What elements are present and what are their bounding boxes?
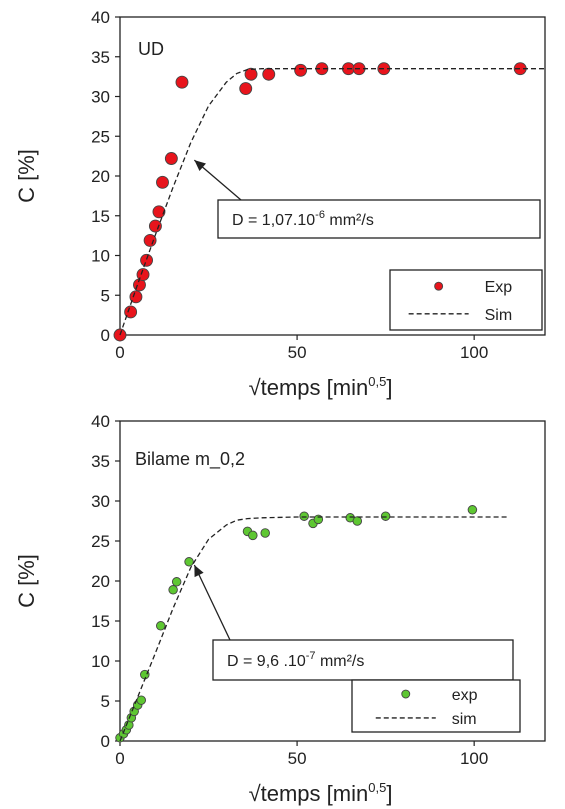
y-tick-label: 20	[91, 167, 110, 186]
chart-panel-bilame: 0 5 10 15 20 25 30 35 40 0 50 100 √temps [min0,5] C […	[14, 412, 546, 806]
x-tick-label: 50	[288, 749, 307, 768]
annot-main: D = 1,07.10	[232, 212, 315, 229]
data-point	[140, 253, 154, 267]
y-tick-label: 15	[91, 612, 110, 631]
data-point	[467, 505, 478, 515]
x-axis-title-sup: 0,5	[368, 374, 386, 389]
x-tick-label: 0	[115, 343, 124, 362]
y-tick-label: 25	[91, 532, 110, 551]
data-point	[380, 511, 391, 521]
data-point	[129, 290, 143, 304]
y-tick-label: 30	[91, 492, 110, 511]
y-tick-label: 5	[101, 286, 110, 305]
data-point	[164, 152, 178, 165]
annot-sup: -7	[306, 650, 316, 662]
data-point	[352, 516, 363, 526]
data-point	[299, 511, 309, 521]
data-point	[152, 205, 166, 219]
data-point	[239, 82, 253, 96]
x-tick-label: 100	[460, 343, 488, 362]
panel-label: UD	[138, 39, 164, 59]
diffusion-coefficient-label: D = 1,07.10-6 mm²/s	[232, 209, 374, 229]
chart-panel-ud: 0 5 10 15 20 25 30 35 40 0 50 100 √temps [min0,5] C […	[14, 8, 546, 400]
x-tick-label: 50	[288, 343, 307, 362]
annot-unit: mm²/s	[316, 653, 365, 670]
y-tick-label: 0	[101, 732, 110, 751]
y-tick-label: 10	[91, 247, 110, 266]
annotation-box	[217, 199, 541, 239]
annotation-arrow	[193, 564, 231, 641]
data-point	[136, 695, 146, 705]
legend-label-exp: Exp	[485, 279, 513, 296]
x-axis-title: √temps [min0,5]	[249, 780, 393, 806]
y-tick-label: 5	[101, 692, 110, 711]
y-tick-label: 35	[91, 452, 110, 471]
data-point	[175, 75, 189, 89]
legend-box	[389, 269, 543, 331]
y-tick-label: 20	[91, 572, 110, 591]
data-point	[248, 530, 258, 541]
sim-curve	[119, 68, 545, 336]
y-tick-label: 40	[91, 412, 110, 431]
data-point	[168, 585, 178, 595]
x-axis-title-sup: 0,5	[368, 780, 386, 795]
y-tick-label: 25	[91, 127, 110, 146]
legend-label-exp: exp	[452, 687, 478, 704]
y-axis-title: C [%]	[14, 149, 39, 203]
x-tick-label: 0	[115, 749, 124, 768]
data-point	[124, 305, 138, 319]
legend-label-sim: sim	[452, 711, 477, 728]
y-tick-label: 35	[91, 48, 110, 67]
legend-marker	[401, 689, 411, 699]
x-tick-label: 100	[460, 749, 488, 768]
legend-label-sim: Sim	[485, 307, 513, 324]
y-tick-label: 15	[91, 207, 110, 226]
y-axis-title: C [%]	[14, 554, 39, 608]
annot-sup: -6	[315, 209, 325, 221]
arrow-head	[194, 160, 206, 172]
data-point	[148, 219, 162, 233]
annot-main: D = 9,6 .10	[227, 653, 306, 670]
legend-box	[351, 679, 521, 733]
data-point	[262, 67, 276, 81]
data-point	[260, 528, 270, 538]
y-tick-label: 10	[91, 652, 110, 671]
y-tick-label: 0	[101, 326, 110, 345]
panel-label: Bilame m_0,2	[135, 449, 245, 470]
x-axis-title-main: √temps [min	[249, 375, 369, 400]
data-point	[155, 621, 166, 631]
x-axis-title: √temps [min0,5]	[249, 374, 393, 400]
annot-unit: mm²/s	[325, 212, 374, 229]
data-point	[143, 233, 157, 247]
y-tick-label: 40	[91, 8, 110, 27]
x-axis-title-end: ]	[386, 781, 392, 806]
arrow-head	[194, 565, 204, 578]
data-point	[244, 67, 258, 81]
x-axis-title-end: ]	[386, 375, 392, 400]
data-point	[294, 63, 308, 77]
data-point	[171, 577, 182, 587]
x-axis-title-main: √temps [min	[249, 781, 369, 806]
legend-marker	[434, 281, 444, 291]
data-point	[156, 175, 169, 189]
diffusion-coefficient-label: D = 9,6 .10-7 mm²/s	[227, 650, 364, 670]
data-point	[184, 557, 194, 567]
y-tick-label: 30	[91, 88, 110, 107]
